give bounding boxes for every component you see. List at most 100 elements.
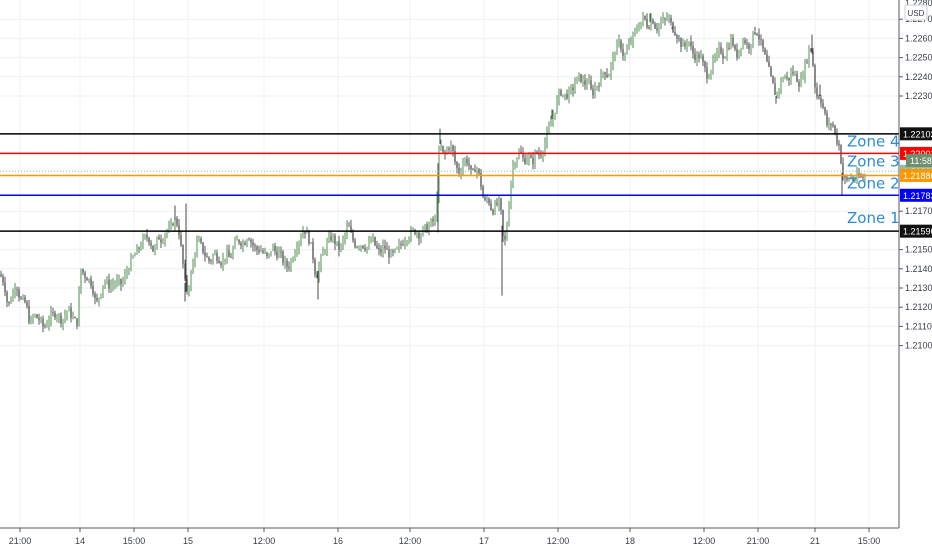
candle-body: [750, 44, 752, 49]
x-tick-label: 12:00: [253, 536, 276, 546]
candle-body: [550, 122, 552, 127]
candle-body: [492, 209, 494, 214]
candle-body: [610, 63, 612, 75]
candle-body: [684, 42, 686, 46]
candle-body: [542, 152, 544, 157]
candle-body: [560, 90, 562, 96]
candle-body: [176, 218, 178, 226]
candle-body: [372, 236, 374, 241]
candle-body: [604, 72, 606, 75]
candle-body: [680, 38, 682, 47]
candle-body: [380, 249, 382, 253]
candle-body: [448, 148, 450, 150]
candle-body: [724, 58, 726, 59]
candle-body: [18, 289, 20, 298]
candle-body: [62, 319, 64, 324]
candle-body: [56, 316, 58, 318]
candle-body: [856, 173, 858, 181]
candle-body: [208, 257, 210, 261]
candle-body: [296, 248, 298, 253]
candle-body: [390, 250, 392, 258]
candle-body: [384, 245, 386, 249]
candle-body: [648, 27, 650, 29]
candle-body: [834, 125, 836, 133]
candle-body: [658, 24, 660, 31]
candle-body: [222, 259, 224, 266]
candle-body: [86, 277, 88, 281]
currency-badge-label: USD: [908, 9, 925, 18]
candle-body: [70, 307, 72, 318]
candle-body: [130, 257, 132, 271]
candle-body: [28, 306, 30, 323]
candle-body: [626, 49, 628, 55]
candle-body: [360, 245, 362, 248]
candle-body: [606, 74, 608, 78]
candle-body: [654, 23, 656, 29]
candle-body: [72, 317, 74, 319]
horizontal-levels: Zone 4 Zone 3 Zone 2 Zone 1: [0, 132, 900, 232]
x-tick-label: 21:00: [9, 536, 32, 546]
candle-body: [338, 241, 340, 250]
candle-body: [186, 278, 188, 291]
candle-body: [192, 261, 194, 274]
candle-body: [148, 237, 150, 243]
candle-body: [580, 73, 582, 83]
y-tick-label-top: 1.22800: [905, 0, 932, 8]
candle-body: [720, 46, 722, 54]
candle-body: [484, 197, 486, 200]
candle-body: [268, 253, 270, 256]
candle-body: [220, 263, 222, 266]
candle-body: [588, 80, 590, 84]
candle-body: [256, 246, 258, 250]
candle-body: [300, 237, 302, 243]
candle-body: [666, 18, 668, 20]
candle-body: [862, 177, 864, 179]
candle-body: [490, 203, 492, 210]
candle-body: [32, 316, 34, 319]
candle-body: [748, 44, 750, 49]
candle-body: [438, 149, 440, 197]
candle-body: [312, 241, 314, 260]
candle-body: [374, 236, 376, 246]
candle-body: [78, 291, 80, 326]
price-tag-label-5: 1.21596: [903, 227, 932, 237]
candle-body: [418, 232, 420, 240]
candle-body: [642, 15, 644, 22]
candle-body: [266, 252, 268, 256]
candle-body: [358, 247, 360, 248]
candle-body: [730, 38, 732, 49]
candle-body: [528, 155, 530, 160]
candle-body: [2, 276, 4, 283]
candle-body: [686, 43, 688, 46]
candle-body: [548, 126, 550, 133]
candle-body: [408, 238, 410, 242]
price-tag-label-4: 1.21783: [903, 191, 932, 201]
candle-body: [486, 198, 488, 200]
x-tick-label: 12:00: [693, 536, 716, 546]
price-tag-5: [900, 224, 932, 238]
candle-body: [566, 93, 568, 99]
currency-badge[interactable]: USD: [904, 4, 928, 21]
candle-body: [470, 165, 472, 170]
candle-body: [320, 255, 322, 267]
candle-body: [96, 297, 98, 301]
candle-body: [134, 254, 136, 257]
candle-body: [364, 248, 366, 250]
candle-body: [406, 241, 408, 243]
y-tick-label: 1.22600: [905, 33, 932, 43]
candle-body: [722, 53, 724, 59]
candle-body: [772, 75, 774, 84]
x-axis-ticks: 21:00 14 15:00 15 12:00 16 12:00 17 12:00 18 12:00…: [9, 528, 880, 546]
candle-body: [506, 224, 508, 240]
candle-body: [628, 43, 630, 50]
candle-body: [142, 237, 144, 247]
candle-body: [348, 225, 350, 227]
candle-body: [564, 93, 566, 95]
candle-body: [272, 245, 274, 251]
candle-body: [804, 61, 806, 78]
candle-body: [802, 77, 804, 78]
candle-body: [350, 226, 352, 233]
candle-body: [202, 242, 204, 253]
